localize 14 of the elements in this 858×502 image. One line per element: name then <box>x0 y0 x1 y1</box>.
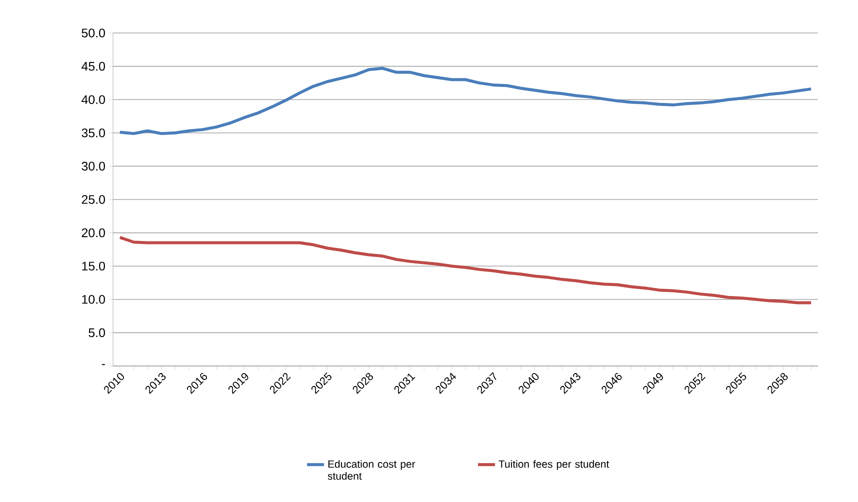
line-series <box>118 66 813 136</box>
y-tick-label: - <box>102 364 105 366</box>
y-tick-label: 5.0 <box>88 328 105 338</box>
y-tick-label: 20.0 <box>82 228 105 238</box>
y-tick-label: 50.0 <box>82 28 105 38</box>
y-tick-label: 15.0 <box>82 262 105 271</box>
legend-label: Education cost per student <box>328 460 416 480</box>
y-tick-label: 40.0 <box>82 95 105 104</box>
y-tick-label: 25.0 <box>82 195 105 204</box>
y-tick-label: 10.0 <box>82 295 105 304</box>
y-tick-label: 45.0 <box>82 62 105 71</box>
y-tick-label: 30.0 <box>82 162 105 171</box>
legend-label: Tuition fees per student <box>498 460 610 470</box>
y-tick-label: 35.0 <box>82 128 105 138</box>
